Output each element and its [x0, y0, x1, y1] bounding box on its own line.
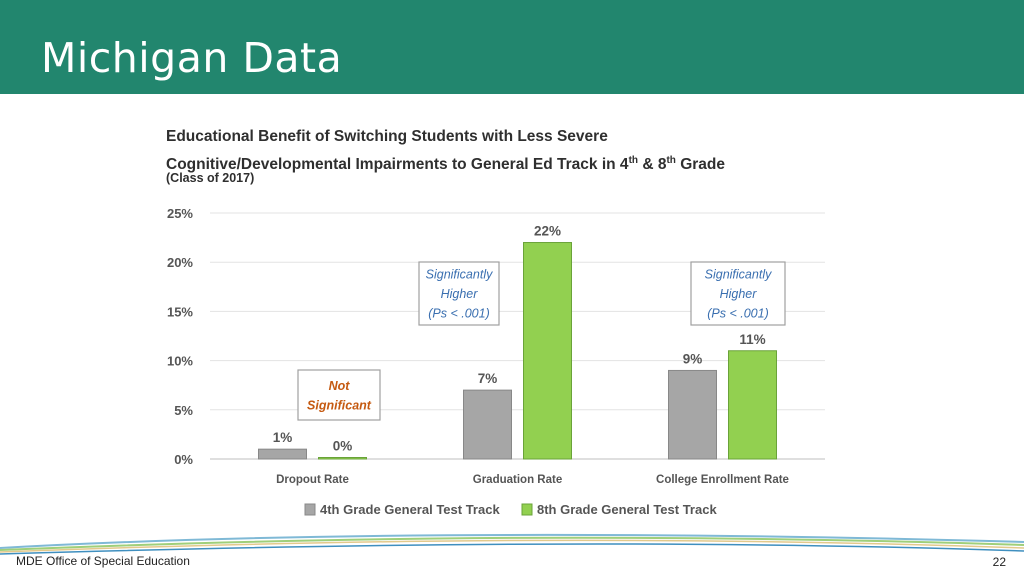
data-label: 0%: [333, 439, 353, 454]
data-label: 1%: [273, 430, 293, 445]
chart-subtitle: (Class of 2017): [166, 171, 255, 185]
legend-label: 8th Grade General Test Track: [537, 502, 717, 517]
y-tick-label: 20%: [167, 255, 193, 270]
bar-8th-grade: [318, 457, 367, 460]
data-label: 11%: [739, 332, 765, 347]
data-label: 7%: [478, 371, 498, 386]
annotation-box: [418, 261, 500, 326]
data-label: 22%: [534, 224, 561, 239]
y-tick-label: 15%: [167, 304, 193, 319]
footer-wave-decoration: [0, 533, 1024, 555]
chart-figure: Educational Benefit of Switching Student…: [150, 115, 840, 535]
legend-swatch-8th-grade: [521, 503, 533, 516]
annotation-text: Higher: [720, 287, 758, 301]
legend-swatch-4th-grade: [304, 503, 316, 516]
slide-title: Michigan Data: [41, 34, 343, 82]
annotation-text: (Ps < .001): [707, 307, 769, 321]
annotation-text: Higher: [441, 287, 479, 301]
x-tick-label: College Enrollment Rate: [656, 474, 789, 486]
chart-title-line2: Cognitive/Developmental Impairments to G…: [166, 155, 726, 174]
y-tick-label: 0%: [174, 452, 193, 467]
data-label: 9%: [683, 351, 703, 366]
page-number: 22: [992, 555, 1006, 569]
x-tick-label: Graduation Rate: [473, 474, 562, 486]
x-tick-label: Dropout Rate: [276, 474, 349, 486]
annotation-text: Not: [329, 379, 351, 393]
y-tick-label: 25%: [167, 206, 193, 221]
footer-text: MDE Office of Special Education: [16, 554, 190, 568]
y-tick-label: 10%: [167, 354, 193, 369]
legend-label: 4th Grade General Test Track: [320, 502, 500, 517]
annotation-text: Significant: [307, 398, 372, 412]
bar-8th-grade: [728, 350, 777, 460]
bar-8th-grade: [523, 242, 572, 460]
bar-4th-grade: [463, 389, 512, 460]
annotation-box: [690, 261, 786, 326]
bar-4th-grade: [258, 448, 307, 460]
y-tick-label: 5%: [174, 403, 193, 418]
slide-header: Michigan Data: [0, 0, 1024, 94]
bar-4th-grade: [668, 369, 717, 460]
annotation-text: (Ps < .001): [428, 307, 490, 321]
annotation-box: [297, 369, 381, 421]
chart-title-line1: Educational Benefit of Switching Student…: [166, 128, 608, 145]
annotation-text: Significantly: [426, 268, 493, 282]
bar-chart: 0% 5% 10% 15% 20% 25% 1% 0% Dropout Rate 7% 22% Gra…: [167, 206, 825, 517]
annotation-text: Significantly: [705, 268, 772, 282]
chart-title: Educational Benefit of Switching Student…: [166, 125, 826, 177]
